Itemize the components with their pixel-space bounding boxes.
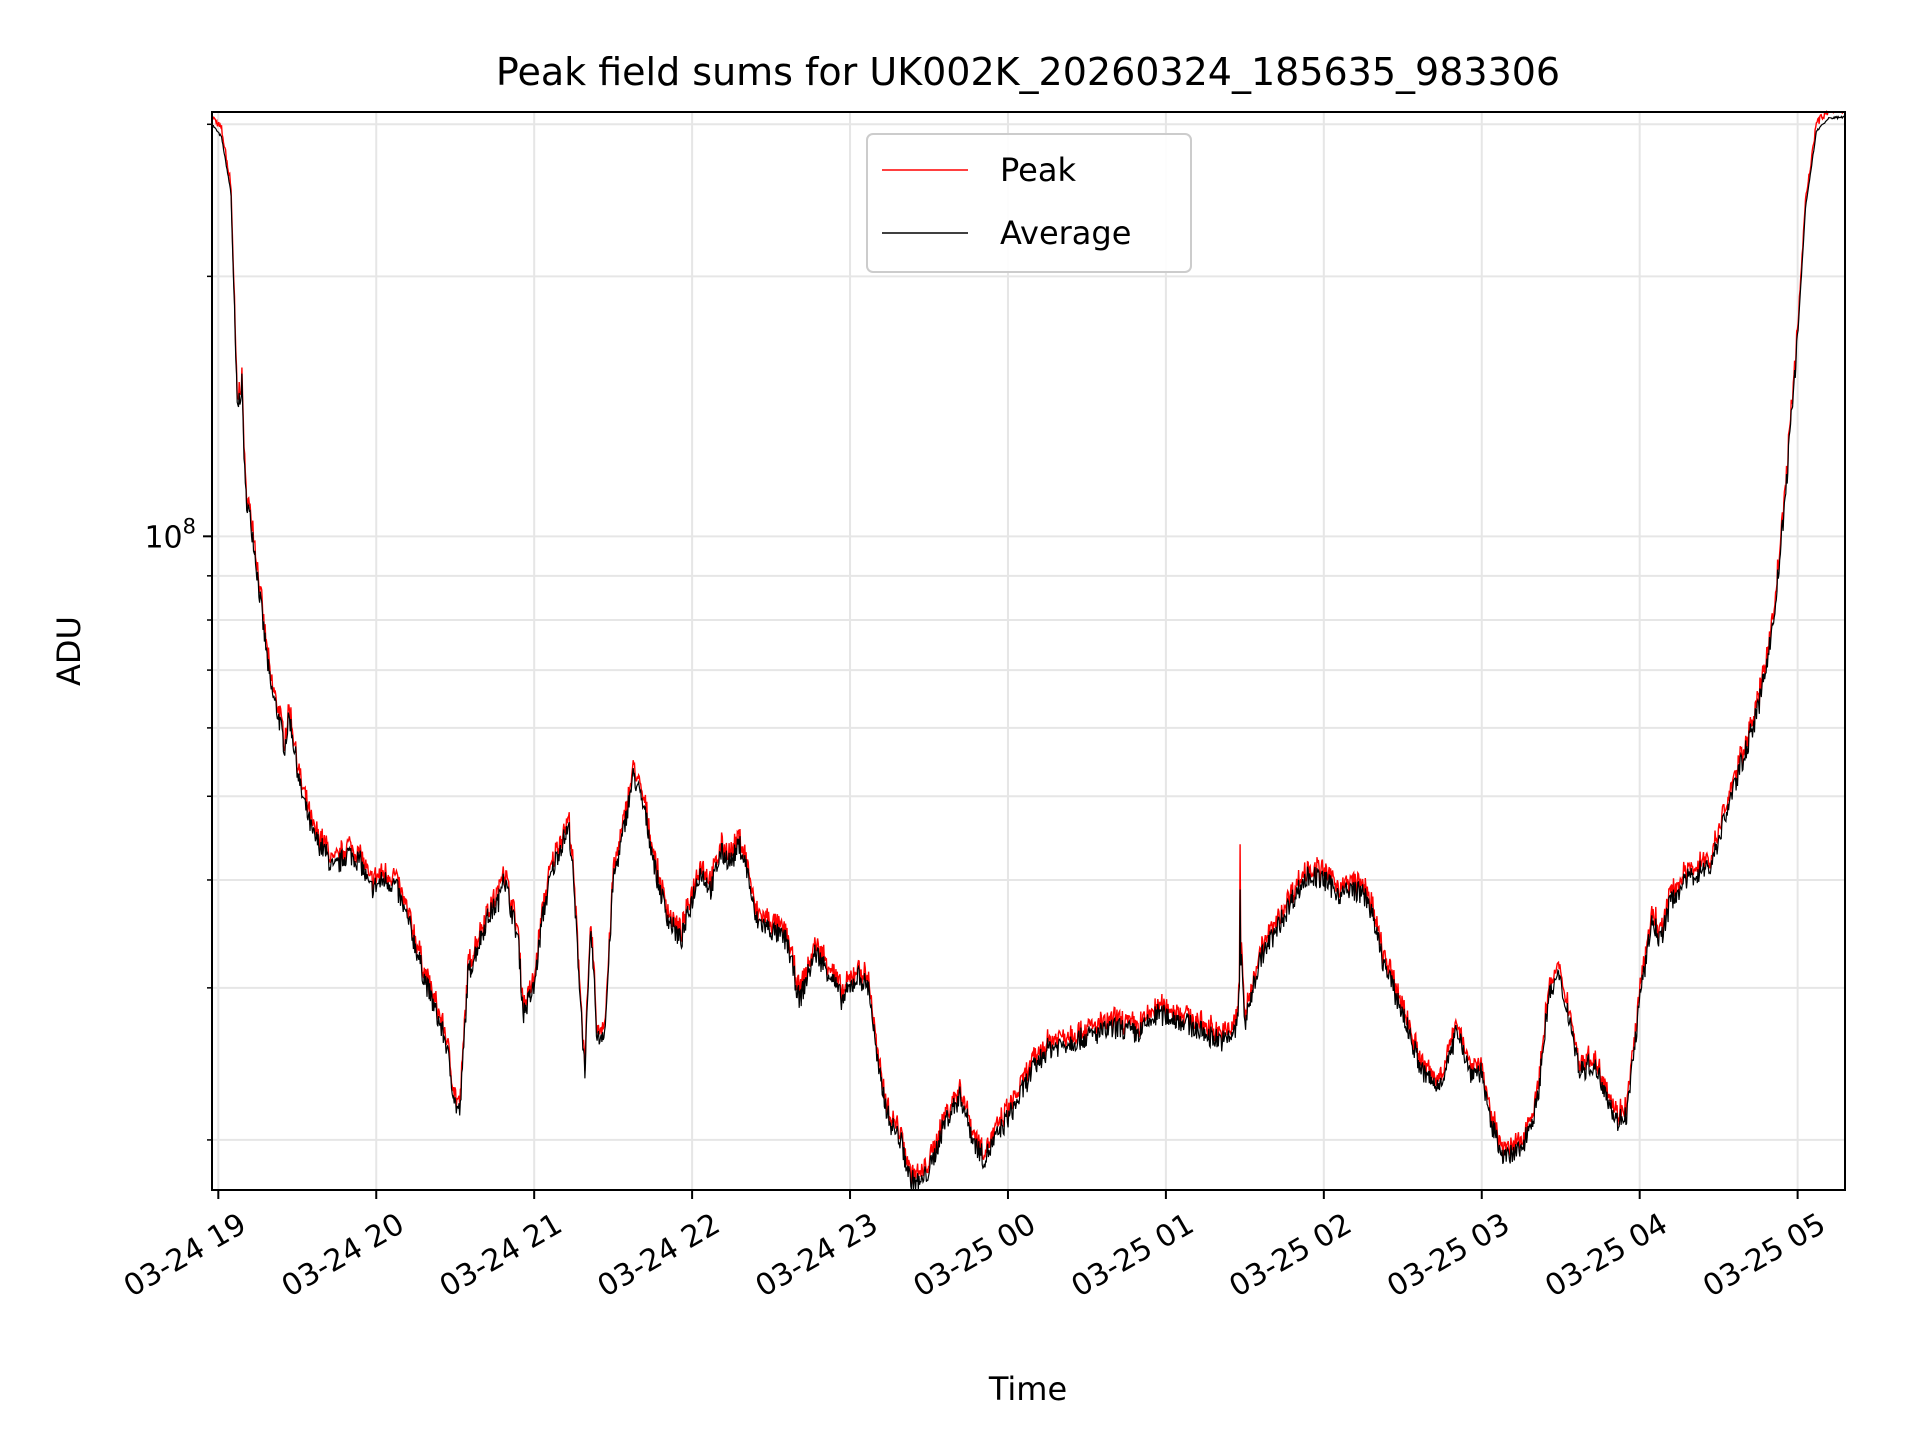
- series-line-average: [211, 115, 1846, 1191]
- legend-box: [866, 133, 1192, 273]
- chart-title: Peak field sums for UK002K_20260324_1856…: [496, 50, 1560, 94]
- x-axis-title: Time: [988, 1370, 1067, 1408]
- legend-label-average: Average: [1000, 214, 1131, 252]
- grid: [212, 112, 1845, 1190]
- legend: Peak Average: [866, 133, 1192, 273]
- series-group: [211, 109, 1846, 1191]
- plot-frame: [211, 111, 1846, 1191]
- y-tick-label-exponent: 8: [183, 514, 196, 538]
- y-axis-title: ADU: [50, 616, 88, 686]
- series-line-peak: [211, 109, 1845, 1185]
- legend-label-peak: Peak: [1000, 151, 1076, 189]
